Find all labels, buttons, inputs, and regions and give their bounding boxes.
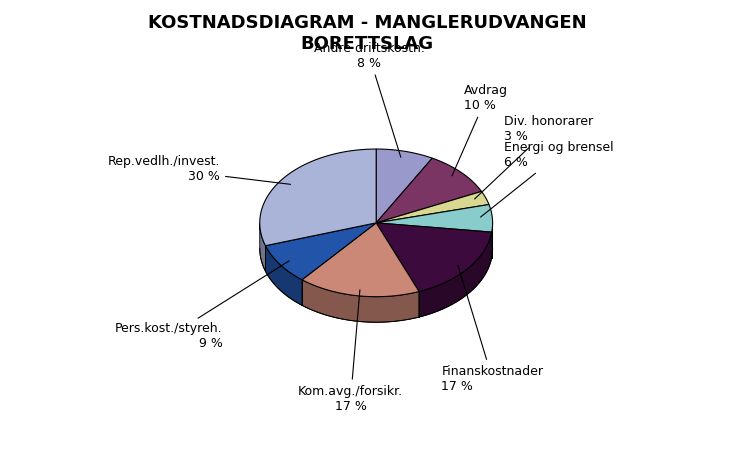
Polygon shape bbox=[377, 205, 493, 232]
Text: Pers.kost./styreh.
9 %: Pers.kost./styreh. 9 % bbox=[115, 261, 289, 350]
Text: KOSTNADSDIAGRAM - MANGLERUDVANGEN
BORETTSLAG: KOSTNADSDIAGRAM - MANGLERUDVANGEN BORETT… bbox=[148, 14, 586, 53]
Text: Div. honorarer
3 %: Div. honorarer 3 % bbox=[475, 115, 593, 199]
Polygon shape bbox=[377, 158, 482, 223]
Polygon shape bbox=[302, 223, 419, 297]
Polygon shape bbox=[266, 223, 377, 280]
Polygon shape bbox=[266, 246, 302, 305]
Polygon shape bbox=[260, 149, 377, 246]
Polygon shape bbox=[377, 223, 492, 291]
Polygon shape bbox=[260, 223, 266, 271]
Polygon shape bbox=[377, 191, 489, 223]
Text: Avdrag
10 %: Avdrag 10 % bbox=[452, 84, 508, 176]
Text: Kom.avg./forsikr.
17 %: Kom.avg./forsikr. 17 % bbox=[298, 290, 403, 413]
Polygon shape bbox=[419, 232, 492, 317]
Text: Rep.vedlh./invest.
30 %: Rep.vedlh./invest. 30 % bbox=[107, 155, 291, 184]
Polygon shape bbox=[492, 223, 493, 258]
Text: Finanskostnader
17 %: Finanskostnader 17 % bbox=[441, 266, 543, 393]
Polygon shape bbox=[302, 280, 419, 322]
Text: Energi og brensel
6 %: Energi og brensel 6 % bbox=[481, 141, 614, 217]
Polygon shape bbox=[377, 149, 432, 223]
Text: Andre driftskostn.
8 %: Andre driftskostn. 8 % bbox=[313, 41, 424, 157]
